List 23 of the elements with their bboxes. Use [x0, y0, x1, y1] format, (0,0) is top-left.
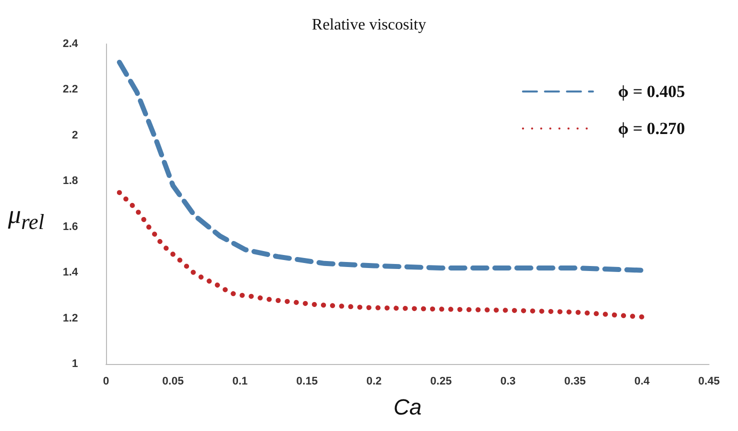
y-tick-label: 1.6: [62, 220, 78, 233]
x-tick-label: 0.25: [430, 376, 452, 388]
y-tick-label: 1.8: [62, 175, 78, 188]
x-tick-label: 0.45: [698, 376, 720, 388]
x-tick-label: 0.4: [634, 376, 651, 388]
x-tick-label: 0.3: [500, 376, 516, 388]
y-axis-title: μ$_{rel}$: [8, 200, 44, 236]
x-tick-label: 0.05: [162, 376, 184, 388]
y-tick-label: 2.2: [62, 84, 78, 96]
y-tick-label: 2.4: [62, 38, 79, 50]
x-tick-label: 0.2: [366, 376, 382, 388]
y-tick-label: 1.4: [62, 266, 79, 279]
y-tick-label: 1.2: [62, 312, 78, 324]
x-tick-label: 0.1: [232, 376, 248, 388]
x-tick-label: 0: [102, 376, 110, 388]
legend-label: ϕ = 0.270: [618, 119, 685, 138]
legend-label: ϕ = 0.405: [618, 82, 685, 101]
y-tick-label: 2: [72, 129, 78, 142]
y-tick-label: 1: [72, 358, 78, 370]
x-tick-label: 0.15: [296, 376, 318, 388]
chart-title: Relative viscosity: [312, 16, 426, 34]
x-axis-title: Ca: [393, 394, 422, 420]
x-tick-label: 0.35: [564, 376, 586, 388]
